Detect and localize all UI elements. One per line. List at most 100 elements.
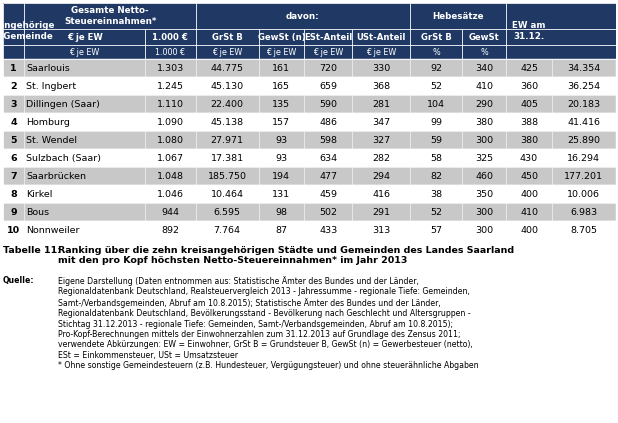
Text: Sulzbach (Saar): Sulzbach (Saar) xyxy=(27,154,101,162)
Text: %: % xyxy=(432,47,440,57)
Text: Tabelle 11:: Tabelle 11: xyxy=(3,246,61,255)
Text: 477: 477 xyxy=(320,171,337,181)
Text: 410: 410 xyxy=(520,208,538,217)
Text: 57: 57 xyxy=(430,225,442,234)
Text: 10.006: 10.006 xyxy=(567,190,600,198)
Text: 720: 720 xyxy=(320,63,337,72)
Text: 38: 38 xyxy=(430,190,442,198)
Text: 99: 99 xyxy=(430,118,442,126)
Text: 36.254: 36.254 xyxy=(567,82,601,91)
Text: 58: 58 xyxy=(430,154,442,162)
Text: GrSt B: GrSt B xyxy=(421,33,451,41)
Text: 1.067: 1.067 xyxy=(157,154,184,162)
Text: 34.354: 34.354 xyxy=(567,63,601,72)
Text: 1.080: 1.080 xyxy=(157,135,184,145)
Text: 460: 460 xyxy=(475,171,493,181)
Text: 405: 405 xyxy=(520,99,538,109)
Text: 430: 430 xyxy=(520,154,538,162)
Text: 291: 291 xyxy=(372,208,390,217)
Text: Bous: Bous xyxy=(27,208,49,217)
Text: 1.110: 1.110 xyxy=(157,99,184,109)
Text: 25.890: 25.890 xyxy=(567,135,600,145)
Text: 1: 1 xyxy=(11,63,17,72)
Text: 131: 131 xyxy=(273,190,290,198)
Text: Kirkel: Kirkel xyxy=(27,190,53,198)
Text: 634: 634 xyxy=(319,154,337,162)
Text: 590: 590 xyxy=(320,99,337,109)
Text: 350: 350 xyxy=(475,190,493,198)
Text: 294: 294 xyxy=(372,171,390,181)
Text: 6: 6 xyxy=(11,154,17,162)
Text: 313: 313 xyxy=(372,225,390,234)
Text: 3: 3 xyxy=(11,99,17,109)
Bar xyxy=(3,131,616,149)
Text: Saarbrücken: Saarbrücken xyxy=(27,171,87,181)
Text: 325: 325 xyxy=(475,154,493,162)
Text: 45.138: 45.138 xyxy=(211,118,243,126)
Text: 135: 135 xyxy=(273,99,290,109)
Text: 7.764: 7.764 xyxy=(214,225,240,234)
Text: 59: 59 xyxy=(430,135,442,145)
Text: 368: 368 xyxy=(372,82,390,91)
Text: 157: 157 xyxy=(273,118,290,126)
Text: ESt-Anteil: ESt-Anteil xyxy=(304,33,352,41)
Text: 1.000 €: 1.000 € xyxy=(153,33,188,41)
Text: 52: 52 xyxy=(430,82,442,91)
Text: 22.400: 22.400 xyxy=(211,99,243,109)
Text: 1.046: 1.046 xyxy=(157,190,184,198)
Text: 1.303: 1.303 xyxy=(157,63,184,72)
Text: Homburg: Homburg xyxy=(27,118,70,126)
Bar xyxy=(3,167,616,185)
Text: 330: 330 xyxy=(372,63,390,72)
Text: 10.464: 10.464 xyxy=(211,190,243,198)
Text: Ranking über die zehn kreisangehörigen Städte und Gemeinden des Landes Saarland
: Ranking über die zehn kreisangehörigen S… xyxy=(58,246,514,265)
Text: 400: 400 xyxy=(520,190,538,198)
Text: Gesamte Netto-
Steuereinnahmen*: Gesamte Netto- Steuereinnahmen* xyxy=(64,6,156,26)
Text: 4: 4 xyxy=(11,118,17,126)
Text: € je EW: € je EW xyxy=(67,33,103,41)
Bar xyxy=(3,203,616,221)
Text: € je EW: € je EW xyxy=(266,47,297,57)
Text: 8: 8 xyxy=(11,190,17,198)
Text: 450: 450 xyxy=(520,171,538,181)
Text: 27.971: 27.971 xyxy=(211,135,243,145)
Text: Quelle:: Quelle: xyxy=(3,276,35,285)
Text: 185.750: 185.750 xyxy=(208,171,247,181)
Text: 82: 82 xyxy=(430,171,442,181)
Text: 282: 282 xyxy=(372,154,390,162)
Text: 1.245: 1.245 xyxy=(157,82,184,91)
Text: 87: 87 xyxy=(276,225,287,234)
Bar xyxy=(3,95,616,113)
Text: Nonnweiler: Nonnweiler xyxy=(27,225,80,234)
Bar xyxy=(3,221,616,239)
Text: 52: 52 xyxy=(430,208,442,217)
Text: 360: 360 xyxy=(520,82,538,91)
Text: 8.705: 8.705 xyxy=(570,225,598,234)
Text: 6.595: 6.595 xyxy=(214,208,240,217)
Text: 388: 388 xyxy=(520,118,538,126)
Bar xyxy=(3,3,616,59)
Text: Kreisangehörige
Stadt/Gemeinde: Kreisangehörige Stadt/Gemeinde xyxy=(0,21,54,41)
Text: 327: 327 xyxy=(372,135,390,145)
Text: GrSt B: GrSt B xyxy=(212,33,242,41)
Text: 2: 2 xyxy=(11,82,17,91)
Text: 17.381: 17.381 xyxy=(211,154,243,162)
Text: St. Wendel: St. Wendel xyxy=(27,135,77,145)
Text: 433: 433 xyxy=(319,225,337,234)
Text: 165: 165 xyxy=(273,82,290,91)
Text: GewSt: GewSt xyxy=(469,33,499,41)
Text: 1.048: 1.048 xyxy=(157,171,184,181)
Text: 104: 104 xyxy=(427,99,445,109)
Text: Eigene Darstellung (Daten entnommen aus: Statistische Ämter des Bundes und der L: Eigene Darstellung (Daten entnommen aus:… xyxy=(58,276,478,370)
Bar xyxy=(3,77,616,95)
Text: 380: 380 xyxy=(520,135,538,145)
Text: 41.416: 41.416 xyxy=(567,118,600,126)
Text: 161: 161 xyxy=(273,63,290,72)
Text: 44.775: 44.775 xyxy=(211,63,243,72)
Text: St. Ingbert: St. Ingbert xyxy=(27,82,77,91)
Text: 98: 98 xyxy=(276,208,287,217)
Text: 416: 416 xyxy=(372,190,390,198)
Text: Hebesätze: Hebesätze xyxy=(433,11,484,20)
Text: 290: 290 xyxy=(475,99,493,109)
Bar xyxy=(3,149,616,167)
